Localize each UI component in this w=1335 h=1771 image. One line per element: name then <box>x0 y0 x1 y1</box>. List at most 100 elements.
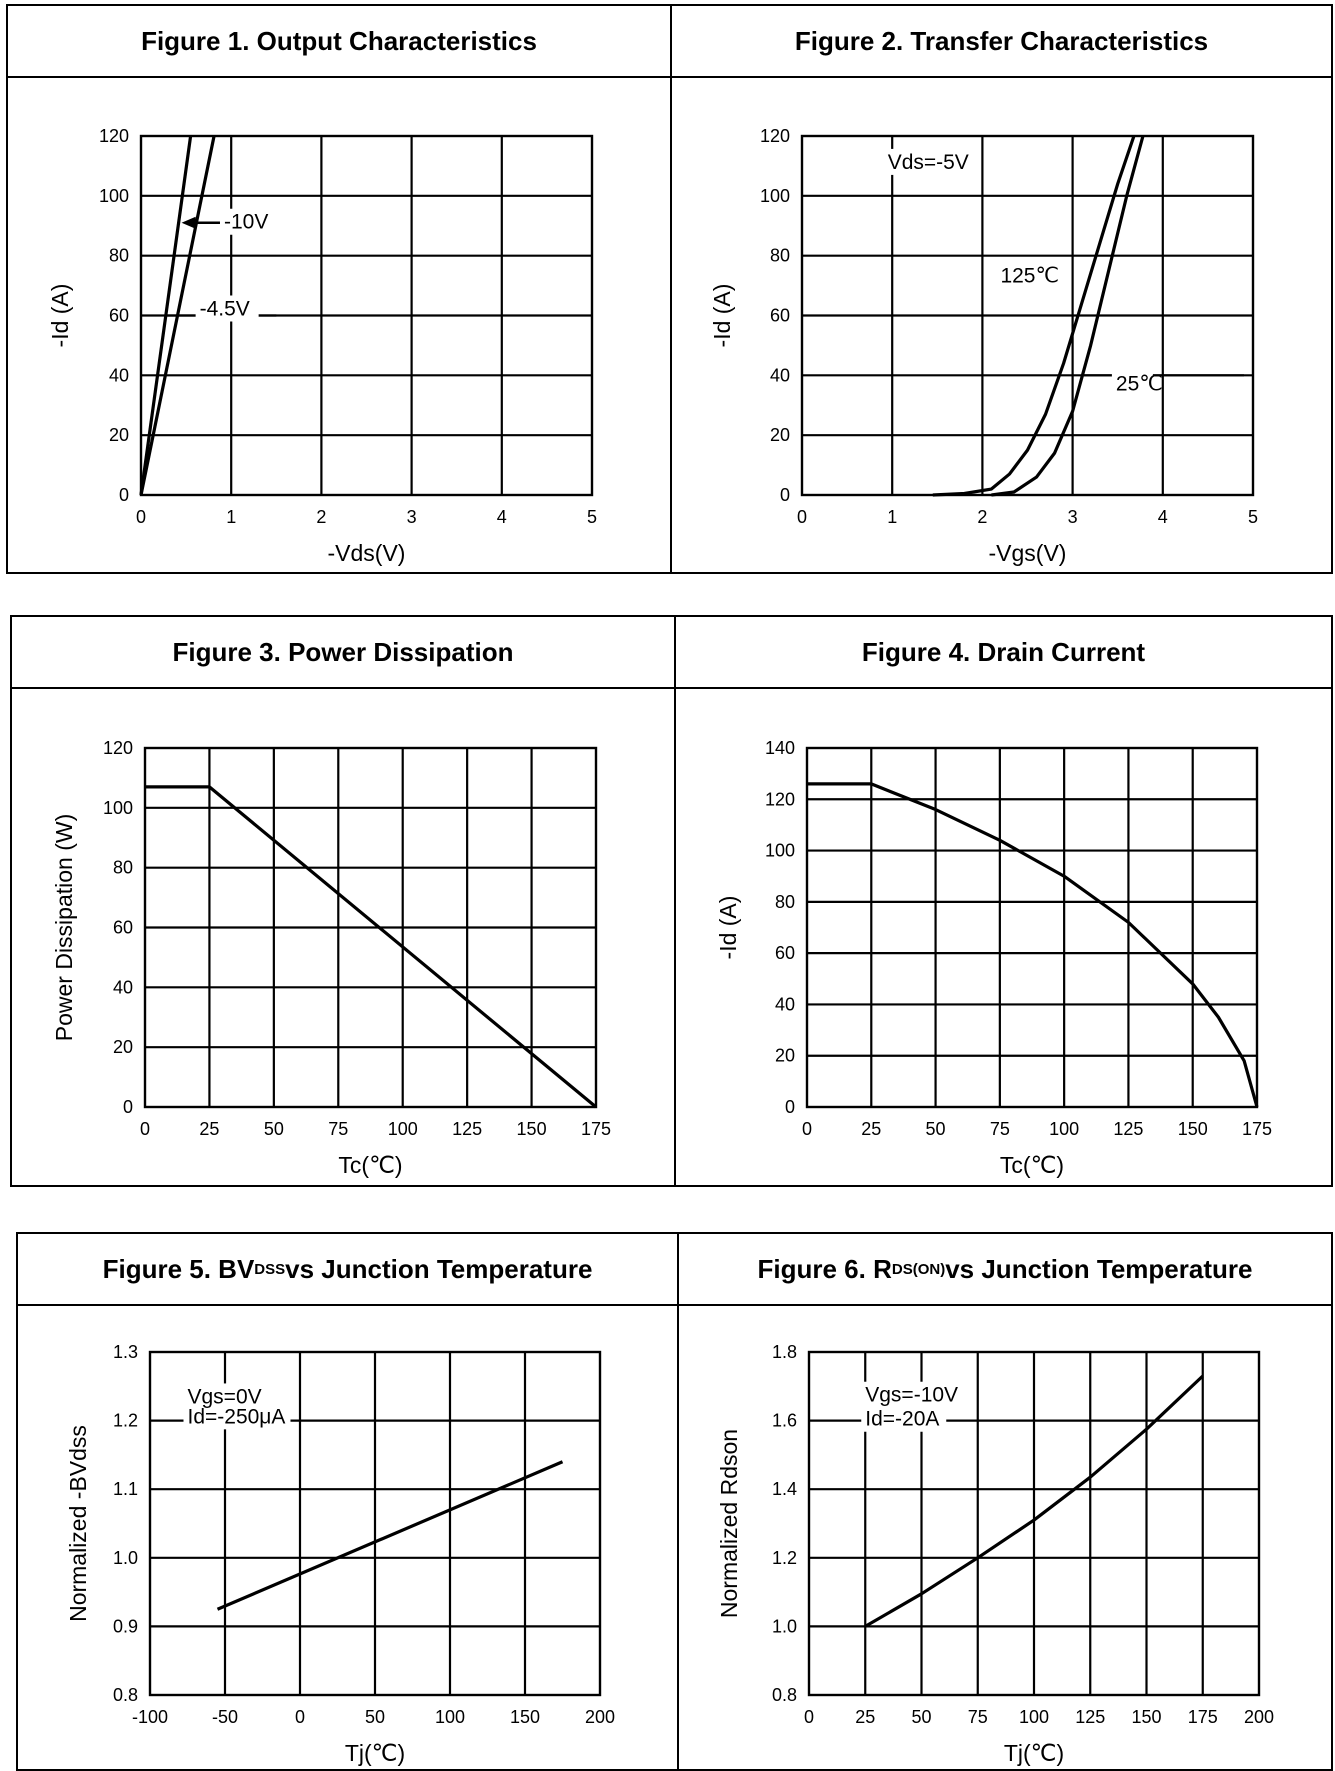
figure-1-chart: 0 1 2 3 4 5 0 20 40 60 80 100 120 -Vds(V) -Id (A) -10V -… <box>47 126 597 566</box>
y-tick-label: 0 <box>780 485 790 505</box>
figure-3-cell: Figure 3. Power Dissipation 0 25 50 75 100 12… <box>12 617 674 1185</box>
y-tick-label: 80 <box>109 246 129 266</box>
x-tick-label: -50 <box>212 1707 238 1727</box>
x-tick-label: 50 <box>926 1119 946 1139</box>
series-line <box>864 1374 1204 1628</box>
plot-frame <box>805 746 1259 1109</box>
x-tick-label: 175 <box>1242 1119 1272 1139</box>
y-tick-label: 0.8 <box>113 1685 138 1705</box>
y-tick-label: 40 <box>113 977 133 997</box>
y-axis-label: Normalized -BVdss <box>65 1425 91 1622</box>
x-tick-label: 3 <box>1068 507 1078 527</box>
plot-frame <box>800 134 1255 497</box>
x-tick-label: 100 <box>435 1707 465 1727</box>
y-tick-label: 40 <box>109 365 129 385</box>
y-tick-label: 1.3 <box>113 1342 138 1362</box>
annotation-label: -4.5V <box>200 298 250 321</box>
x-tick-label: 4 <box>497 507 507 527</box>
annotation-backdrop <box>219 208 272 235</box>
annotation-backdrop <box>861 1381 958 1408</box>
x-axis-label: -Vds(V) <box>328 540 406 566</box>
series-line <box>807 782 1259 1108</box>
x-tick-label: 125 <box>1113 1119 1143 1139</box>
figure-2-chart: 0 1 2 3 4 5 0 20 40 60 80 100 120 -Vgs(V) -Id (A) Vds=-… <box>709 126 1258 566</box>
y-tick-label: 1.2 <box>772 1548 797 1568</box>
x-tick-label: 150 <box>1131 1707 1161 1727</box>
x-tick-label: 1 <box>887 507 897 527</box>
y-tick-label: 80 <box>113 858 133 878</box>
y-tick-label: 60 <box>770 306 790 326</box>
y-tick-label: 40 <box>775 994 795 1014</box>
annotation-backdrop <box>883 148 969 175</box>
y-tick-label: 40 <box>770 365 790 385</box>
x-tick-label: 25 <box>861 1119 881 1139</box>
y-tick-label: 20 <box>770 425 790 445</box>
x-tick-label: 50 <box>264 1119 284 1139</box>
figure-1-title: Figure 1. Output Characteristics <box>8 6 670 78</box>
figure-4-cell: Figure 4. Drain Current 0 25 50 75 100 125 150… <box>674 617 1331 1185</box>
plot-frame <box>807 1350 1261 1697</box>
x-axis-label: -Vgs(V) <box>989 540 1067 566</box>
x-tick-label: -100 <box>132 1707 168 1727</box>
x-tick-label: 5 <box>1248 507 1258 527</box>
series-line <box>139 135 216 496</box>
annotation-backdrop <box>1111 370 1153 397</box>
x-tick-label: 25 <box>199 1119 219 1139</box>
x-tick-label: 1 <box>226 507 236 527</box>
figure-4-chart: 0 25 50 75 100 125 150 175 0 20 40 60 80 100 120 140 Tc(… <box>715 738 1272 1178</box>
x-tick-label: 5 <box>587 507 597 527</box>
x-tick-label: 4 <box>1158 507 1168 527</box>
y-tick-label: 20 <box>113 1037 133 1057</box>
x-tick-label: 150 <box>517 1119 547 1139</box>
y-tick-label: 1.8 <box>772 1342 797 1362</box>
y-tick-label: 60 <box>109 306 129 326</box>
y-tick-label: 80 <box>775 892 795 912</box>
y-tick-label: 120 <box>103 738 133 758</box>
series-line <box>139 135 193 496</box>
x-tick-label: 50 <box>365 1707 385 1727</box>
x-tick-label: 150 <box>510 1707 540 1727</box>
y-tick-label: 60 <box>113 918 133 938</box>
y-tick-label: 1.1 <box>113 1479 138 1499</box>
x-tick-label: 75 <box>328 1119 348 1139</box>
x-tick-label: 100 <box>1049 1119 1079 1139</box>
annotation-label: -10V <box>224 211 268 234</box>
figure-5-chart: -100 -50 0 50 100 150 200 0.8 0.9 1.0 1.1 1.2 1.3 Tj(… <box>65 1342 615 1766</box>
figure-4-title: Figure 4. Drain Current <box>676 617 1331 689</box>
y-tick-label: 0.8 <box>772 1685 797 1705</box>
series-line <box>932 135 1136 497</box>
y-tick-label: 0 <box>785 1097 795 1117</box>
annotation-label: Vgs=-10V <box>865 1384 958 1407</box>
plot-frame <box>139 134 594 497</box>
annotation-label: 25℃ <box>1116 372 1163 395</box>
y-tick-label: 100 <box>765 841 795 861</box>
annotation-label: 125℃ <box>1000 265 1059 288</box>
annotation-backdrop <box>183 1403 291 1430</box>
annotation-backdrop <box>861 1405 947 1432</box>
x-tick-label: 175 <box>1188 1707 1218 1727</box>
x-axis-label: Tc(℃) <box>338 1152 402 1178</box>
annotation-label: Id=-20A <box>865 1408 939 1431</box>
x-tick-label: 75 <box>990 1119 1010 1139</box>
plot-frame <box>148 1350 602 1697</box>
figure-6-chart: 0 25 50 75 100 125 150 175 200 0.8 1.0 1.2 1.4 1.6 1.8… <box>716 1342 1274 1766</box>
x-tick-label: 200 <box>585 1707 615 1727</box>
y-tick-label: 140 <box>765 738 795 758</box>
series-line <box>145 785 598 1109</box>
y-tick-label: 120 <box>99 126 129 146</box>
annotation-backdrop <box>195 295 259 322</box>
y-tick-label: 120 <box>765 789 795 809</box>
y-tick-label: 60 <box>775 943 795 963</box>
y-tick-label: 80 <box>770 246 790 266</box>
y-axis-label: -Id (A) <box>47 284 73 348</box>
y-axis-label: Normalized Rdson <box>716 1429 742 1618</box>
annotation-label: Vds=-5V <box>888 151 969 174</box>
y-tick-label: 1.0 <box>772 1616 797 1636</box>
x-tick-label: 0 <box>804 1707 814 1727</box>
x-tick-label: 150 <box>1178 1119 1208 1139</box>
x-tick-label: 3 <box>407 507 417 527</box>
y-tick-label: 1.4 <box>772 1479 797 1499</box>
annotation-label: Id=-250μA <box>188 1405 286 1428</box>
